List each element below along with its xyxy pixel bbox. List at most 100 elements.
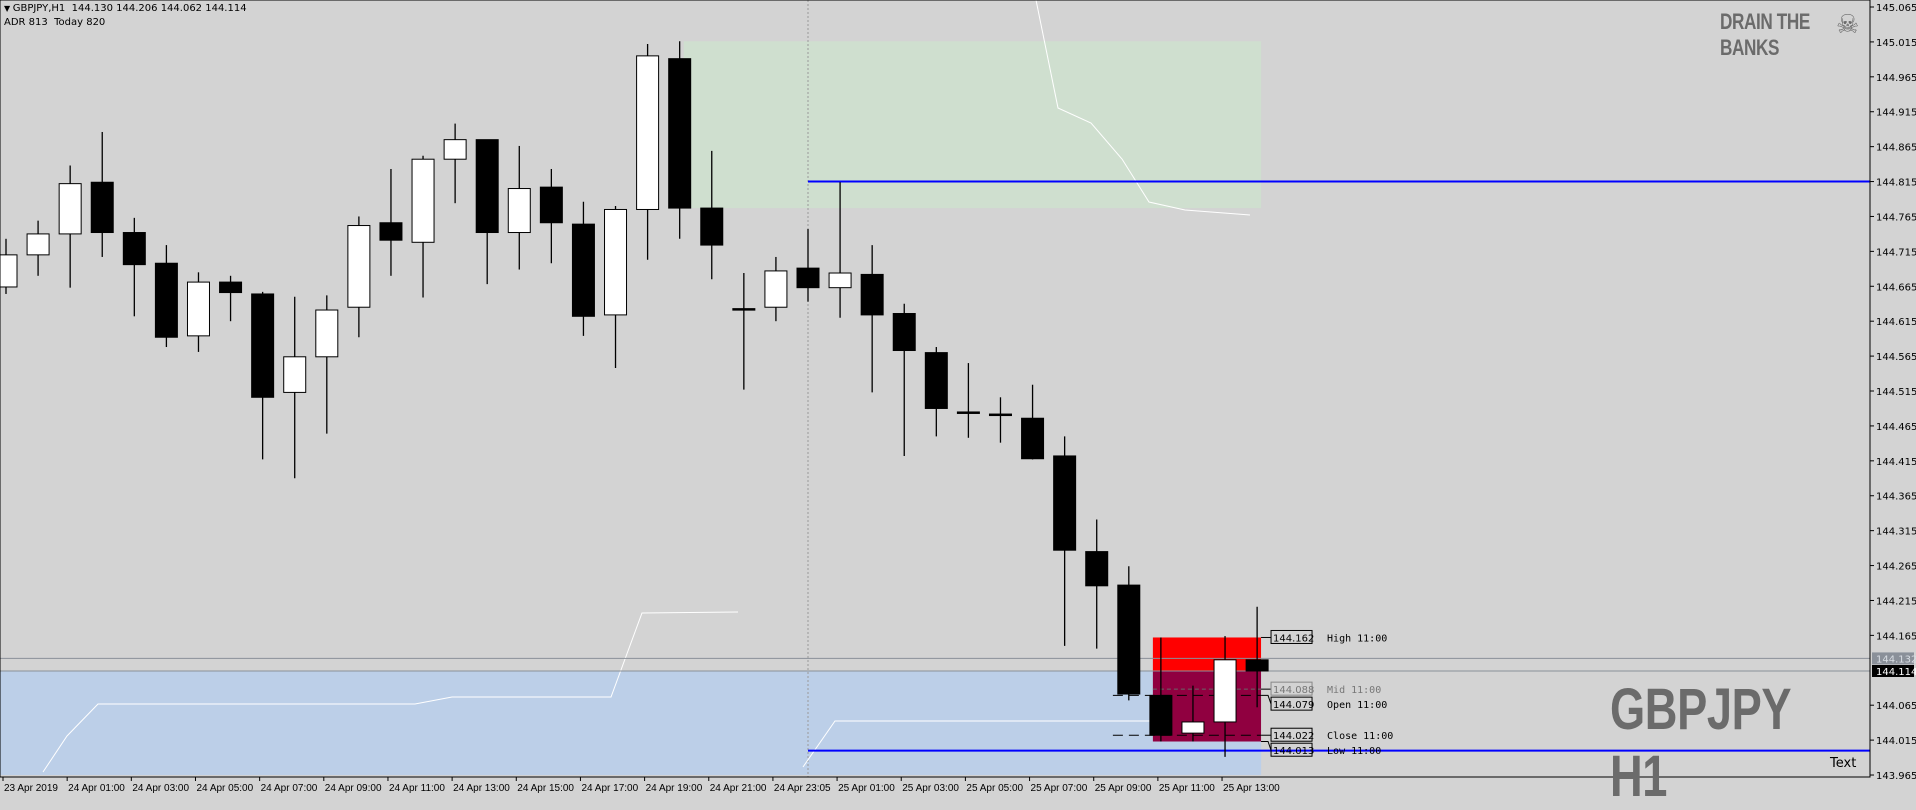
time-tick-label: 24 Apr 15:00 [517, 783, 574, 794]
range-label-connector [1261, 694, 1272, 705]
time-tick-label: 24 Apr 09:00 [325, 783, 382, 794]
skull-crossbones-icon: ☠ [1836, 10, 1860, 40]
adr-line-0 [1035, 0, 1251, 216]
adr-line-1 [42, 611, 739, 773]
price-tick-label: 144.365 [1876, 492, 1916, 503]
range-label-value: 144.162 [1273, 633, 1314, 644]
supply-zone [683, 41, 1262, 209]
range-label-value: 144.022 [1273, 731, 1314, 742]
candle[interactable] [1021, 417, 1045, 460]
time-tick-label: 24 Apr 19:00 [646, 783, 703, 794]
candle[interactable] [507, 188, 531, 234]
price-tick-label: 144.765 [1876, 212, 1916, 223]
candle[interactable] [154, 262, 178, 338]
price-tick-label: 144.465 [1876, 422, 1916, 433]
price-tag-bg [1872, 664, 1914, 677]
candle[interactable] [1117, 584, 1141, 695]
candle[interactable] [90, 181, 114, 234]
candle[interactable] [732, 308, 756, 311]
price-tag-ask: 144.132 [1876, 654, 1916, 665]
price-tick-label: 144.515 [1876, 387, 1916, 398]
candle[interactable] [764, 270, 788, 308]
price-tag-bid: 144.114 [1876, 667, 1916, 678]
time-tick-label: 24 Apr 03:00 [132, 783, 189, 794]
text-object[interactable]: Text [1830, 756, 1857, 771]
price-tick-label: 144.265 [1876, 562, 1916, 573]
candle[interactable] [58, 183, 82, 235]
time-tick-label: 25 Apr 09:00 [1095, 783, 1152, 794]
candle[interactable] [668, 58, 692, 209]
brand-watermark: DRAIN THE BANKS [1720, 9, 1810, 60]
price-tick-label: 144.015 [1876, 736, 1916, 747]
candle[interactable] [347, 225, 371, 308]
candle[interactable] [1181, 721, 1205, 734]
candle[interactable] [988, 413, 1012, 417]
candle[interactable] [283, 356, 307, 393]
candle[interactable] [1245, 659, 1269, 672]
price-tick-label: 144.665 [1876, 282, 1916, 293]
candle[interactable] [219, 281, 243, 294]
price-tick-label: 144.965 [1876, 73, 1916, 84]
range-label-text: Mid 11:00 [1327, 685, 1381, 696]
candle[interactable] [636, 55, 660, 210]
adr-line-2 [802, 720, 1250, 768]
price-tick-label: 144.865 [1876, 143, 1916, 154]
range-label-text: High 11:00 [1327, 633, 1387, 644]
time-tick-label: 25 Apr 03:00 [902, 783, 959, 794]
time-tick-label: 25 Apr 05:00 [966, 783, 1023, 794]
price-tick-label: 144.565 [1876, 352, 1916, 363]
candle[interactable] [0, 254, 18, 288]
ohlc-readout: GBPJPY,H1 144.130 144.206 144.062 144.11… [12, 3, 247, 14]
candle[interactable] [26, 233, 50, 256]
price-tick-label: 144.815 [1876, 178, 1916, 189]
collapse-arrow-icon[interactable]: ▼ [4, 4, 13, 13]
range-label-box [1270, 742, 1313, 757]
candle[interactable] [700, 207, 724, 246]
time-tick-label: 24 Apr 17:00 [581, 783, 638, 794]
price-tick-label: 144.165 [1876, 631, 1916, 642]
price-tag-bg [1872, 652, 1914, 665]
time-tick-label: 23 Apr 2019 [4, 783, 58, 794]
range-label-text: Open 11:00 [1327, 700, 1387, 711]
candle[interactable] [251, 293, 275, 398]
range-label-value: 144.079 [1273, 700, 1314, 711]
time-tick-label: 24 Apr 01:00 [68, 783, 125, 794]
time-tick-label: 24 Apr 07:00 [261, 783, 318, 794]
candle[interactable] [122, 232, 146, 266]
symbol-watermark: GBPJPY H1 [1610, 677, 1791, 809]
price-tick-label: 144.315 [1876, 527, 1916, 538]
candle[interactable] [924, 352, 948, 409]
candle[interactable] [443, 139, 467, 160]
price-tick-label: 145.015 [1876, 38, 1916, 49]
price-tick-label: 144.915 [1876, 108, 1916, 119]
range-label-value: 144.013 [1273, 746, 1314, 757]
time-tick-label: 25 Apr 07:00 [1031, 783, 1088, 794]
candle[interactable] [379, 222, 403, 241]
plot-frame [0, 0, 1871, 778]
candle[interactable] [1149, 694, 1173, 736]
candle[interactable] [828, 272, 852, 289]
candle[interactable] [1213, 659, 1237, 723]
time-tick-label: 25 Apr 13:00 [1223, 783, 1280, 794]
candle[interactable] [571, 223, 595, 317]
candle[interactable] [411, 158, 435, 243]
price-tick-label: 144.215 [1876, 596, 1916, 607]
range-label-connector [1261, 741, 1272, 751]
candle[interactable] [1085, 551, 1109, 587]
time-tick-label: 25 Apr 01:00 [838, 783, 895, 794]
candle[interactable] [186, 281, 210, 337]
candle[interactable] [315, 309, 339, 358]
candle[interactable] [892, 313, 916, 352]
candle[interactable] [1053, 455, 1077, 551]
price-tick-label: 143.965 [1876, 771, 1916, 782]
chart-header-symbol: ▼ GBPJPY,H1 144.130 144.206 144.062 144.… [4, 3, 247, 14]
candle[interactable] [860, 273, 884, 316]
candle[interactable] [539, 186, 563, 224]
candle[interactable] [604, 208, 628, 316]
candle[interactable] [796, 267, 820, 289]
candle[interactable] [475, 139, 499, 234]
price-tick-label: 145.065 [1876, 3, 1916, 14]
candle[interactable] [956, 411, 980, 414]
time-tick-label: 24 Apr 05:00 [196, 783, 253, 794]
